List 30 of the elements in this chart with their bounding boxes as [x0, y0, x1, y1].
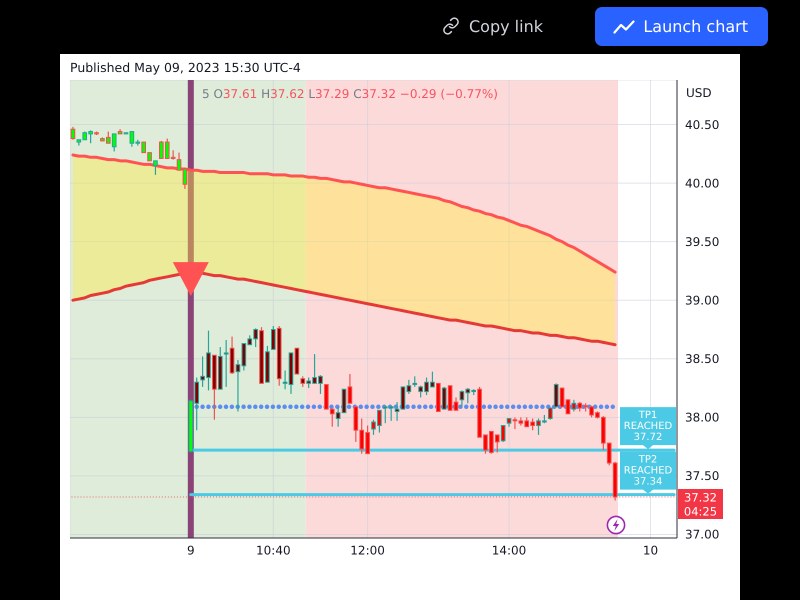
y-tick-label: 38.00: [685, 410, 720, 425]
x-tick-label: 14:00: [492, 544, 526, 558]
y-tick-label: 40.00: [685, 176, 720, 190]
candlestick: [412, 376, 418, 388]
line-series: [71, 270, 617, 346]
annotation: TP1 REACHED 37.72: [624, 410, 673, 444]
ref-line-label: 37.32: [684, 490, 717, 505]
annotation: TP2 REACHED 37.34: [624, 454, 673, 488]
candlestick: [554, 382, 559, 408]
candlestick: [70, 126, 76, 140]
y-tick-label: 38.50: [685, 352, 720, 366]
y-tick-label: 39.50: [685, 234, 720, 249]
x-tick-label: 9: [186, 544, 195, 558]
y-tick-label: 37.00: [685, 528, 720, 542]
y-tick-label: 40.50: [685, 118, 720, 132]
y-tick-label: 37.50: [685, 469, 720, 484]
candlestick: [348, 373, 352, 404]
x-tick-label: 10:40: [256, 544, 291, 558]
text: 04:25: [684, 504, 718, 519]
copy-link-button[interactable]: Copy link: [442, 14, 543, 38]
y-tick-label: 39.00: [685, 293, 720, 308]
candlestick: [442, 386, 447, 410]
y-axis-title: USD: [686, 86, 712, 100]
x-tick-label: 10: [642, 544, 658, 558]
line-series: [71, 153, 617, 274]
text: 5 O37.61 H37.62 L37.29 C37.32 −0.29 (−0.77%): [202, 87, 498, 101]
x-tick-label: 12:00: [350, 544, 385, 558]
candlestick: [548, 407, 553, 420]
chart-title: Published May 09, 2023 15:30 UTC-4: [70, 60, 301, 75]
launch-button[interactable]: Launch chart: [595, 7, 768, 46]
